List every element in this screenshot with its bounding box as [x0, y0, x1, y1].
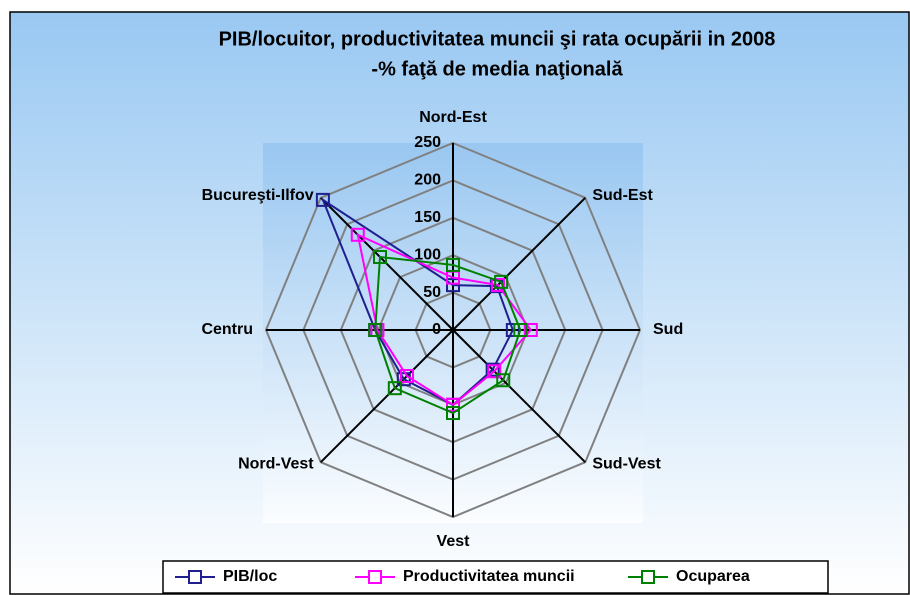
axis-spoke	[320, 329, 454, 463]
category-label: Nord-Est	[419, 109, 487, 126]
marker	[387, 381, 402, 396]
chart-title: PIB/locuitor, productivitatea muncii şi …	[219, 28, 776, 50]
marker	[513, 323, 528, 337]
axis-spoke	[452, 197, 586, 331]
category-label: Nord-Vest	[238, 456, 314, 473]
legend-marker	[188, 570, 202, 584]
legend-label: Productivitatea muncii	[403, 568, 575, 585]
marker	[396, 372, 411, 387]
r-tick-label: 100	[414, 246, 441, 263]
r-tick-label: 250	[414, 134, 441, 151]
r-tick-label: 0	[432, 321, 441, 338]
marker	[315, 192, 330, 207]
category-label: Centru	[201, 321, 253, 338]
series-line	[374, 255, 522, 415]
category-label: Vest	[437, 533, 471, 550]
legend-marker	[641, 570, 655, 584]
legend-label: Ocuparea	[676, 568, 750, 585]
r-tick-label: 50	[423, 284, 441, 301]
marker	[494, 274, 509, 289]
chart-subtitle: -% faţă de media naţională	[371, 58, 623, 80]
marker	[446, 406, 460, 421]
category-label: Sud-Est	[592, 187, 653, 204]
marker	[446, 397, 460, 412]
axis-spoke	[452, 329, 586, 463]
marker	[373, 250, 388, 265]
category-label: Sud	[653, 321, 683, 338]
marker	[350, 227, 365, 242]
r-tick-label: 200	[414, 172, 441, 189]
category-label: Bucureşti-Ilfov	[202, 187, 314, 204]
marker	[523, 323, 538, 337]
legend	[162, 560, 829, 594]
marker	[487, 364, 502, 379]
marker	[505, 323, 520, 337]
marker	[368, 323, 383, 337]
category-label: Sud-Vest	[592, 456, 661, 473]
legend-marker	[368, 570, 382, 584]
marker	[446, 257, 460, 272]
marker	[446, 278, 460, 293]
r-tick-label: 150	[414, 209, 441, 226]
legend-label: PIB/loc	[223, 568, 277, 585]
marker	[485, 362, 500, 377]
marker	[496, 373, 511, 388]
marker	[399, 369, 414, 384]
marker	[490, 278, 505, 293]
